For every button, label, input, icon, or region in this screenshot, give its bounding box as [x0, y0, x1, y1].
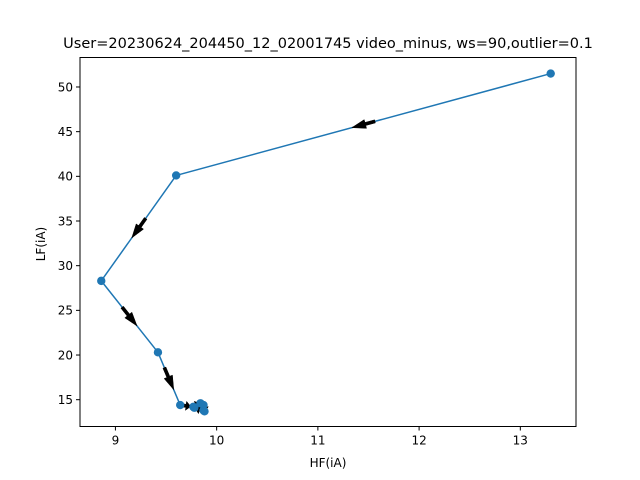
y-tick-label: 25 — [58, 304, 73, 318]
y-tick-label: 15 — [58, 393, 73, 407]
direction-arrow — [120, 305, 138, 327]
x-tick-label: 13 — [513, 434, 528, 448]
y-axis-label: LF(iA) — [34, 227, 48, 262]
data-point — [546, 69, 555, 78]
series-layer — [97, 69, 555, 416]
x-axis-label: HF(iA) — [310, 456, 347, 470]
data-point — [199, 400, 208, 410]
x-tick-label: 11 — [310, 434, 325, 448]
chart-title: User=20230624_204450_12_02001745 video_m… — [63, 36, 593, 52]
direction-arrow — [131, 217, 148, 239]
data-point — [176, 400, 185, 410]
x-tick-label: 10 — [209, 434, 224, 448]
y-tick-label: 45 — [58, 125, 73, 139]
data-point — [153, 348, 163, 357]
x-tick-label: 12 — [411, 434, 426, 448]
direction-arrow — [162, 366, 175, 391]
y-tick-label: 35 — [58, 214, 73, 228]
y-tick-label: 50 — [58, 80, 73, 94]
y-tick-label: 30 — [58, 259, 73, 273]
data-point — [97, 276, 106, 286]
y-tick-label: 20 — [58, 348, 73, 362]
data-point — [200, 407, 209, 416]
data-point — [171, 171, 181, 180]
x-tick-label: 9 — [112, 434, 120, 448]
direction-arrow — [351, 119, 376, 129]
y-tick-label: 40 — [58, 170, 73, 184]
data-point — [190, 403, 199, 412]
axis-ticks: 9 10 11 12 13 15 20 25 30 35 40 45 50 — [58, 80, 528, 447]
plot-frame — [79, 57, 577, 427]
series-line — [100, 72, 551, 412]
